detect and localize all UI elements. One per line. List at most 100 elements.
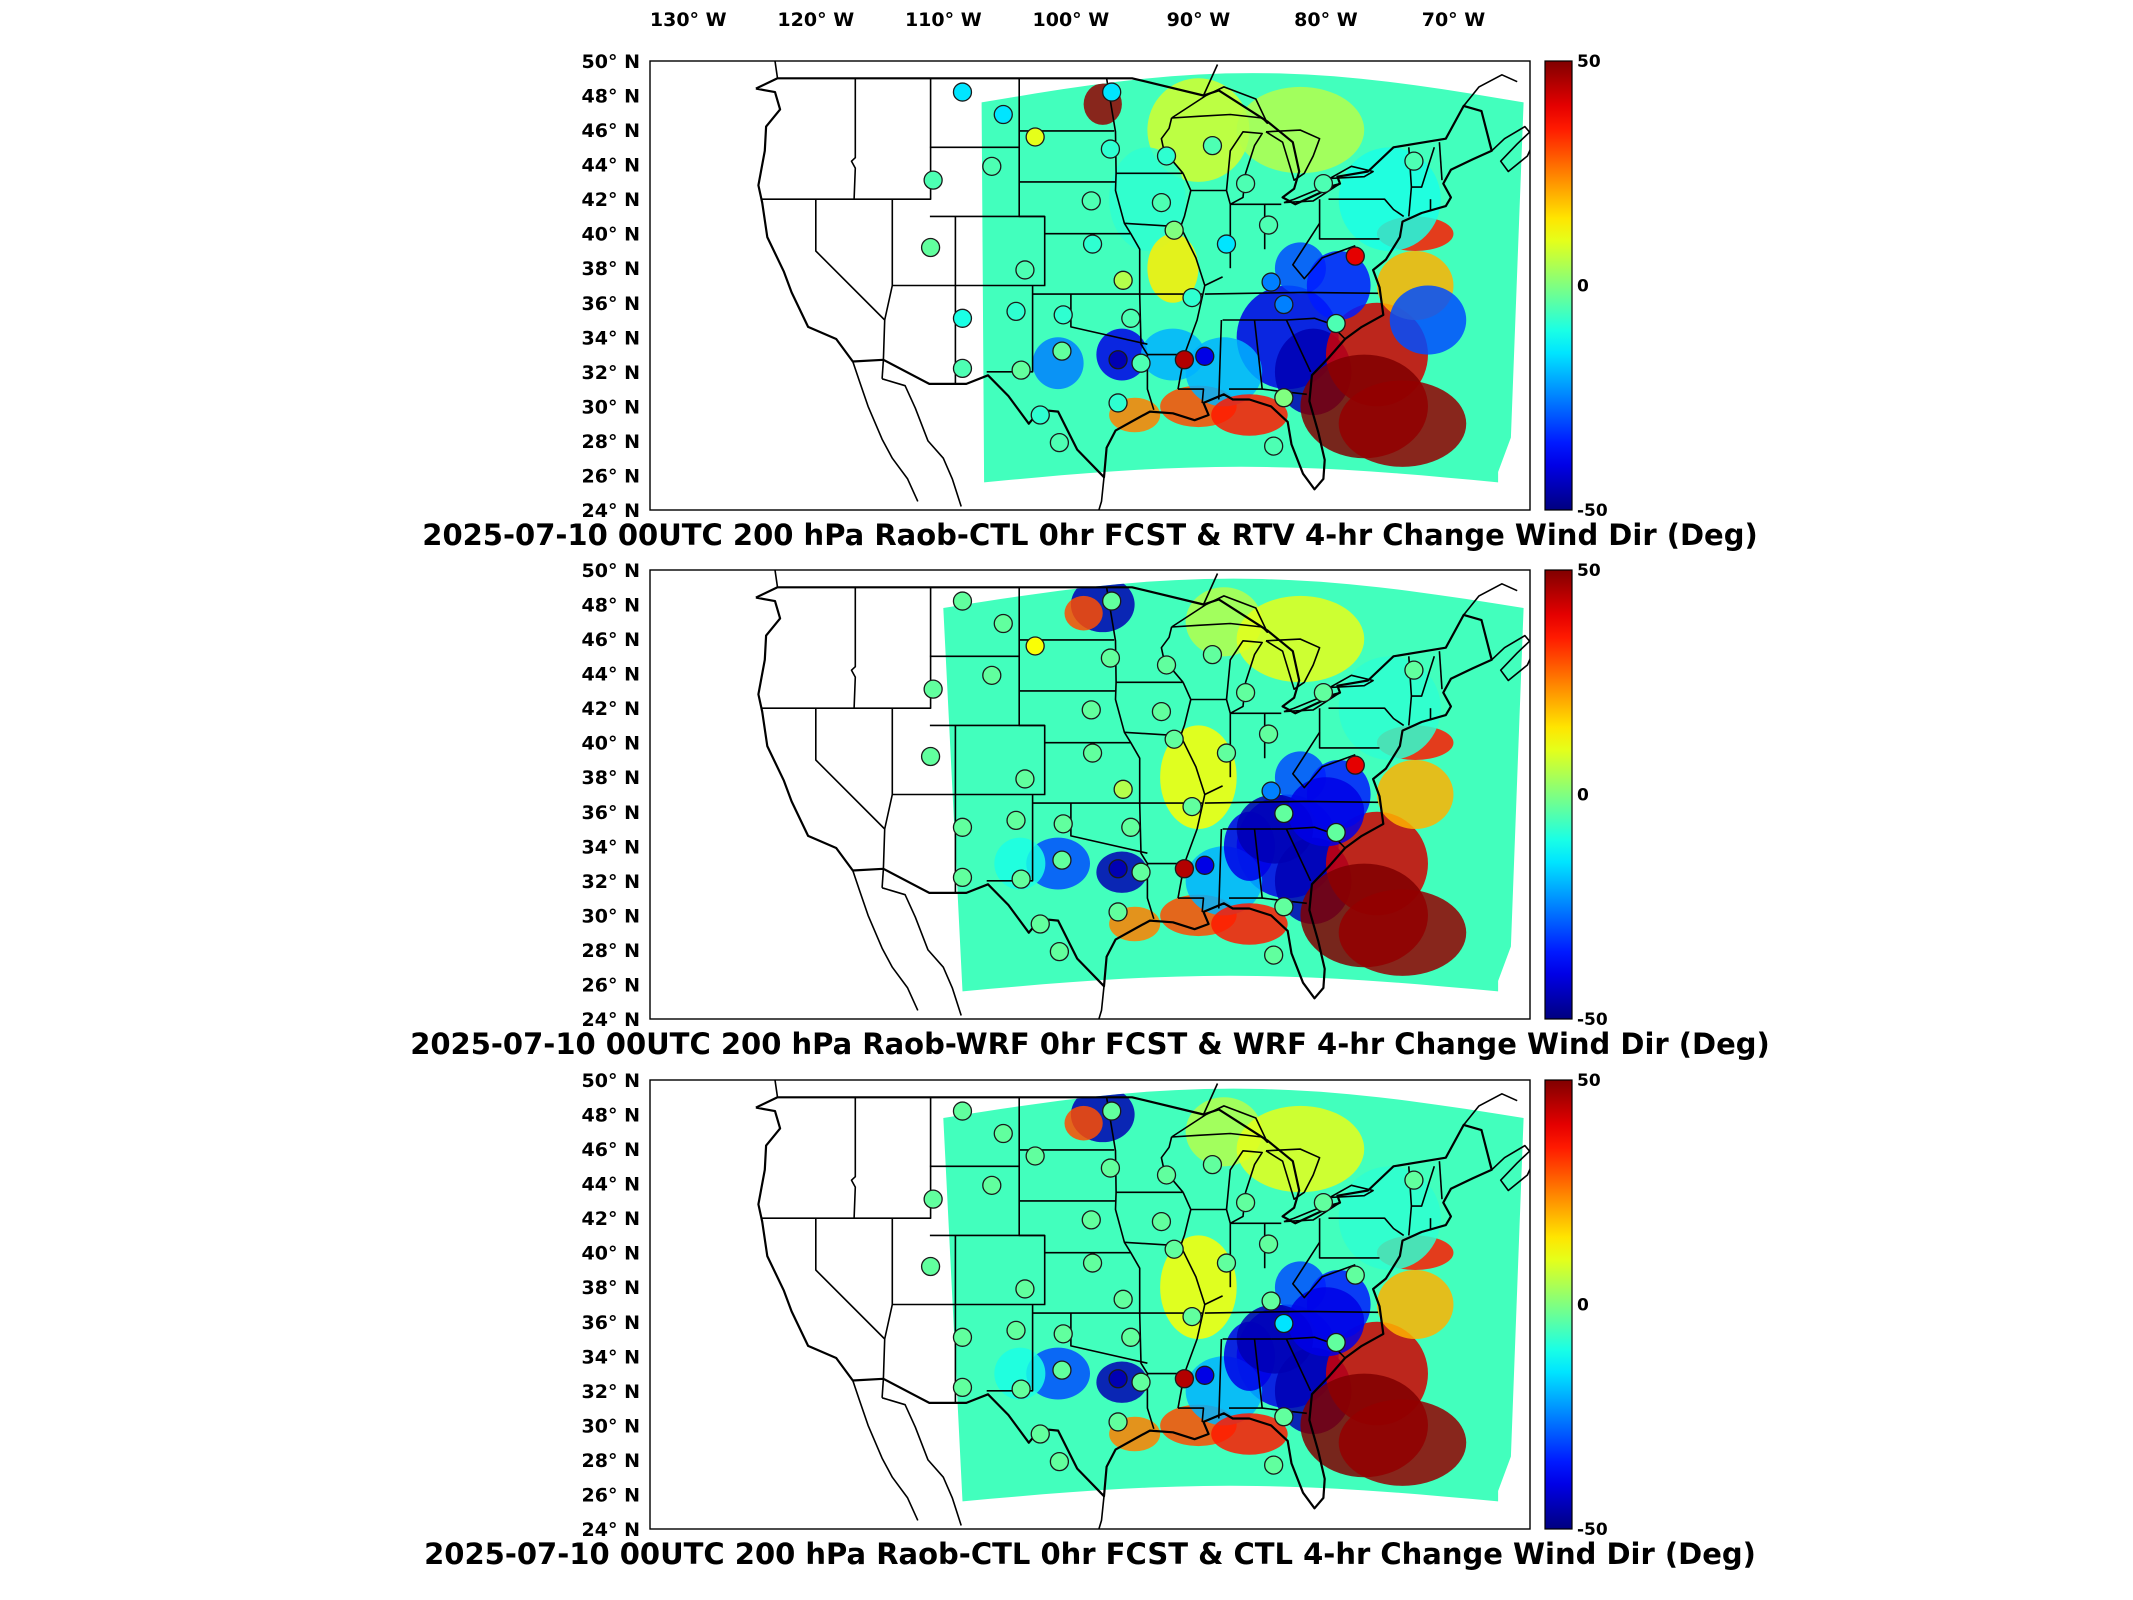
field-anomaly — [1376, 1269, 1454, 1340]
state-boundary — [1285, 1338, 1312, 1392]
state-boundary — [1178, 897, 1205, 912]
state-boundary — [1318, 1218, 1380, 1259]
great-lake — [1171, 595, 1269, 634]
raob-station-marker — [1235, 173, 1256, 194]
raob-station-marker — [1100, 139, 1121, 159]
lon-tick-label: 100° W — [1033, 9, 1110, 31]
state-boundary — [814, 199, 886, 360]
raob-station-marker — [1030, 1424, 1050, 1444]
raob-station-marker — [993, 1123, 1013, 1144]
great-lake — [1265, 1148, 1321, 1200]
raob-station-marker — [952, 1101, 973, 1121]
state-boundary — [1438, 651, 1443, 690]
panel-title: 2025-07-10 00UTC 200 hPa Raob-WRF 0hr FC… — [410, 1027, 1770, 1061]
raob-station-marker — [1131, 1372, 1151, 1392]
us-coastline — [755, 77, 1493, 491]
state-boundary — [1285, 319, 1312, 373]
state-boundary — [1285, 828, 1312, 882]
raob-station-marker — [923, 679, 943, 699]
raob-station-marker — [993, 613, 1013, 634]
great-lake — [1265, 638, 1321, 691]
map-panel: 50° N 48° N 46° N 44° N 42° N 40° N 38° N 36° N… — [422, 51, 1757, 552]
raob-station-marker — [952, 1327, 973, 1347]
lon-tick-label: 70° W — [1422, 9, 1486, 31]
raob-station-marker — [1326, 822, 1346, 843]
raob-station-marker — [1261, 272, 1281, 292]
raob-station-marker — [1151, 192, 1172, 213]
mexico-coastline — [852, 361, 919, 502]
raob-station-marker — [1182, 796, 1202, 817]
wind-dir-field — [981, 73, 1524, 483]
raob-station-marker — [1082, 743, 1103, 763]
raob-station-marker — [1202, 1154, 1223, 1175]
raob-station-marker — [1108, 1412, 1128, 1432]
wind-dir-field — [943, 578, 1524, 992]
field-anomaly — [1287, 777, 1365, 847]
canada-coastline — [1491, 634, 1530, 682]
lat-tick-label: 40° N — [582, 733, 640, 755]
raob-station-marker — [1195, 855, 1215, 875]
raob-station-marker — [1025, 127, 1045, 147]
field-anomaly — [1306, 250, 1371, 321]
state-boundary — [883, 1218, 894, 1340]
raob-station-marker — [1261, 1291, 1281, 1311]
raob-station-marker — [1202, 644, 1223, 665]
state-boundary — [1018, 587, 1046, 795]
great-lake — [1171, 1105, 1269, 1143]
lat-tick-label: 36° N — [582, 1312, 640, 1334]
lat-tick-label: 46° N — [582, 120, 640, 142]
raob-station-marker — [1313, 1192, 1334, 1213]
field-anomaly — [1338, 380, 1467, 467]
raob-station-marker — [920, 1256, 941, 1277]
lat-tick-label: 28° N — [582, 431, 640, 453]
raob-station-marker — [1015, 769, 1035, 789]
raob-station-marker — [1274, 294, 1294, 315]
field-anomaly — [1338, 1399, 1467, 1486]
raob-station-marker — [1081, 1210, 1101, 1230]
map-frame — [649, 1079, 1531, 1530]
raob-station-marker — [1202, 135, 1223, 156]
great-lake — [1225, 131, 1263, 206]
state-boundary — [1070, 803, 1148, 854]
raob-station-marker — [1164, 220, 1184, 240]
state-boundary — [986, 794, 1034, 882]
lon-tick-label: 130° W — [650, 9, 727, 31]
raob-station-marker — [1100, 648, 1121, 668]
raob-station-marker — [1049, 432, 1070, 453]
raob-station-marker — [1121, 308, 1141, 328]
canada-coastline — [774, 61, 779, 79]
geography — [755, 1080, 1530, 1529]
field-anomaly — [1147, 233, 1199, 303]
lon-tick-label: 110° W — [905, 9, 982, 31]
state-boundary — [1328, 198, 1405, 218]
state-boundary — [883, 199, 894, 321]
geography — [755, 570, 1530, 1019]
raob-station-marker — [1182, 1306, 1202, 1327]
lat-tick-label: 34° N — [582, 1346, 640, 1368]
panel-title: 2025-07-10 00UTC 200 hPa Raob-CTL 0hr FC… — [424, 1537, 1756, 1571]
state-boundary — [1204, 800, 1379, 804]
raob-station-marker — [1108, 1369, 1128, 1389]
map-frame — [649, 569, 1531, 1020]
state-boundary — [1177, 681, 1206, 899]
state-boundary — [1178, 388, 1205, 403]
state-boundary — [762, 78, 932, 200]
canada-coastline — [1202, 573, 1219, 605]
colorbar-tick-label: 0 — [1577, 1296, 1589, 1316]
raob-station-marker — [1313, 682, 1334, 703]
raob-station-marker — [1108, 902, 1128, 922]
lat-tick-label: 32° N — [582, 1381, 640, 1403]
raob-station-marker — [1025, 1146, 1045, 1166]
field-anomaly — [1389, 285, 1467, 355]
state-boundary — [850, 78, 857, 200]
lat-tick-label: 24° N — [582, 500, 640, 522]
canada-coastline — [1463, 74, 1518, 107]
raob-station-marker — [1006, 301, 1026, 322]
raob-station-marker — [1113, 779, 1133, 799]
raob-station-marker — [1113, 1289, 1133, 1309]
state-boundary — [1204, 1295, 1223, 1306]
lat-tick-label: 42° N — [582, 189, 640, 211]
state-boundary — [1328, 1217, 1405, 1237]
state-boundary — [1411, 656, 1436, 697]
map-panel: 50° N 48° N 46° N 44° N 42° N 40° N 38° N 36° N… — [410, 560, 1770, 1061]
